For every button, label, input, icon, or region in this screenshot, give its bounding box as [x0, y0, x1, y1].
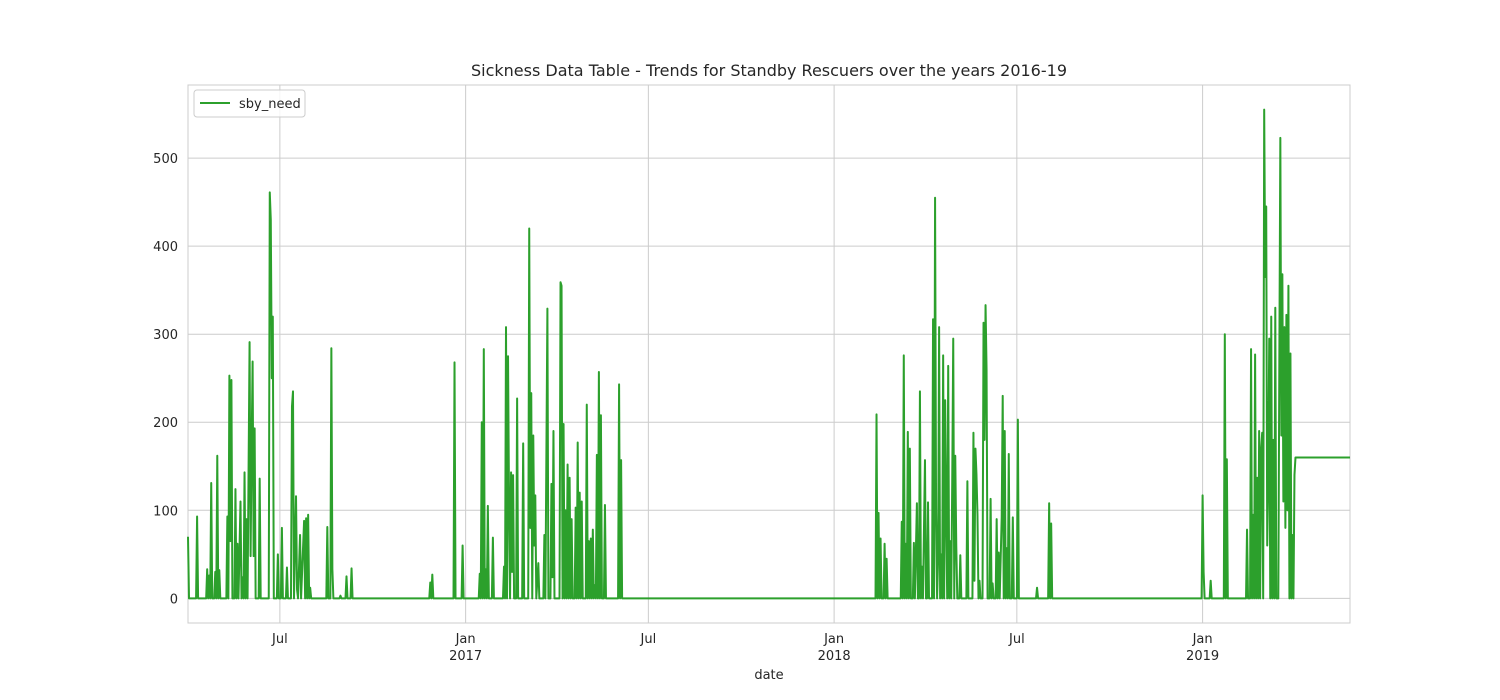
x-tick-label-0: Jul	[271, 632, 288, 647]
x-axis-label: date	[754, 668, 783, 683]
x-tick-label-3: Jan	[823, 632, 844, 647]
y-axis-ticks: 0 100 200 300 400 500	[153, 152, 178, 607]
x-tick-label-1: Jan	[455, 632, 476, 647]
series-line-sby-need	[187, 108, 1350, 600]
y-tick-label-200: 200	[153, 416, 178, 431]
series-layer	[187, 108, 1350, 600]
y-tick-label-0: 0	[170, 592, 178, 607]
legend[interactable]: sby_need	[193, 89, 306, 118]
x-axis-ticks: Jul Jan 2017 Jul Jan 2018 Jul Jan 2019	[271, 632, 1219, 664]
y-tick-label-100: 100	[153, 504, 178, 519]
legend-label-sby-need: sby_need	[239, 97, 301, 112]
y-tick-label-300: 300	[153, 328, 178, 343]
horizontal-gridlines	[188, 157, 1350, 599]
y-tick-label-500: 500	[153, 152, 178, 167]
plot-area-frame	[187, 84, 1351, 624]
x-tick-label-5: Jan	[1192, 632, 1213, 647]
x-tick-label-2: Jul	[640, 632, 657, 647]
vertical-gridlines	[279, 85, 1204, 623]
chart-title: Sickness Data Table - Trends for Standby…	[471, 61, 1067, 80]
legend-box	[193, 89, 306, 118]
x-tick-sublabel-3: 2018	[818, 649, 851, 664]
x-tick-sublabel-5: 2019	[1186, 649, 1219, 664]
y-tick-label-400: 400	[153, 240, 178, 255]
x-tick-sublabel-1: 2017	[449, 649, 482, 664]
x-tick-label-4: Jul	[1008, 632, 1025, 647]
